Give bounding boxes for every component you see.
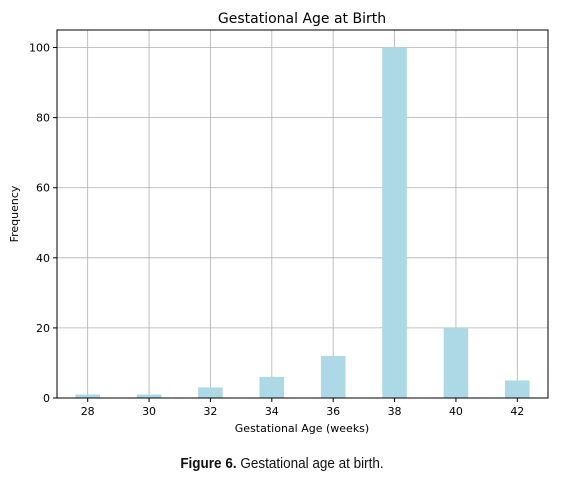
- bar: [75, 394, 100, 398]
- x-tick-label: 36: [326, 405, 340, 418]
- y-tick-label: 100: [29, 42, 50, 55]
- bar: [136, 394, 162, 398]
- caption-text: Gestational age at birth.: [236, 455, 384, 472]
- y-axis-label: Frequency: [8, 185, 21, 242]
- x-tick-label: 38: [388, 405, 402, 418]
- bar: [505, 380, 530, 398]
- bar: [382, 47, 407, 399]
- grid: [57, 30, 548, 399]
- y-tick-label: 0: [43, 392, 50, 405]
- x-tick-label: 42: [510, 405, 524, 418]
- bar: [259, 376, 285, 398]
- x-axis-label: Gestational Age (weeks): [235, 422, 369, 435]
- y-tick-label: 80: [36, 112, 50, 125]
- y-tick-label: 60: [36, 182, 50, 195]
- bar: [320, 355, 346, 398]
- y-ticks: 0 20 40 60 80 100: [29, 42, 57, 405]
- bars: [75, 47, 530, 399]
- x-tick-label: 28: [81, 405, 95, 418]
- caption-label: Figure 6.: [180, 455, 237, 472]
- x-ticks: 28 30 32 34 36 38 40 42: [81, 398, 524, 418]
- x-tick-label: 32: [203, 405, 217, 418]
- x-tick-label: 30: [142, 405, 156, 418]
- x-tick-label: 40: [449, 405, 463, 418]
- y-tick-label: 40: [36, 252, 50, 265]
- plot-frame: [56, 29, 549, 399]
- y-tick-label: 20: [36, 322, 50, 335]
- x-tick-label: 34: [265, 405, 279, 418]
- figure-caption: Figure 6. Gestational age at birth.: [28, 455, 536, 472]
- bar: [198, 387, 223, 398]
- chart: 28 30 32 34 36 38 40 42 0 20 40 60 80 100 Gestationa…: [8, 11, 549, 435]
- chart-title: Gestational Age at Birth: [218, 11, 386, 27]
- bar: [443, 327, 469, 398]
